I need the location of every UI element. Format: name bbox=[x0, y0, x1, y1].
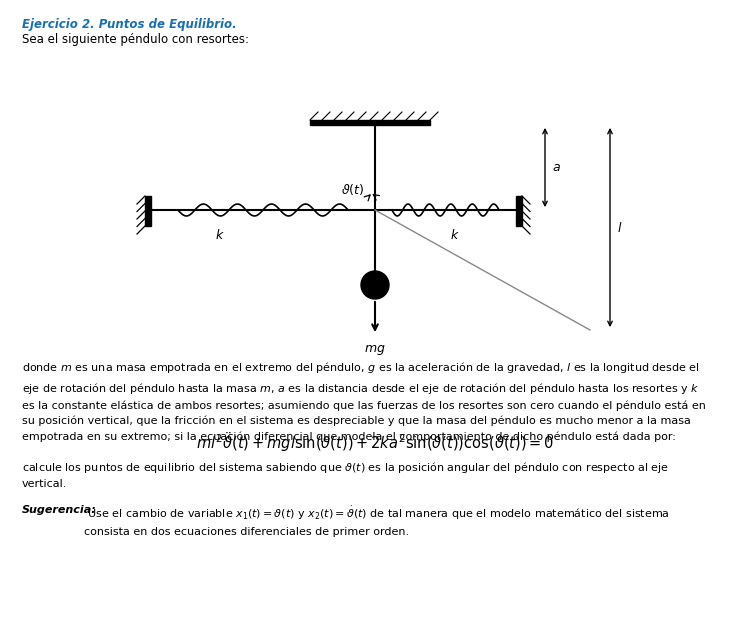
Text: calcule los puntos de equilibrio del sistema sabiendo que $\vartheta(t)$ es la p: calcule los puntos de equilibrio del sis… bbox=[22, 460, 669, 490]
Bar bbox=[310, 120, 430, 125]
Text: $k$: $k$ bbox=[216, 228, 225, 242]
Text: $ml^2\ddot{\vartheta}(t) + mgl\sin(\vartheta(t)) + 2ka^2\sin(\vartheta(t))\cos(\: $ml^2\ddot{\vartheta}(t) + mgl\sin(\vart… bbox=[196, 430, 555, 454]
Ellipse shape bbox=[361, 271, 389, 299]
Text: $mg$: $mg$ bbox=[364, 343, 386, 357]
Text: Sugerencia:: Sugerencia: bbox=[22, 505, 97, 515]
Bar bbox=[516, 196, 522, 226]
Text: Use el cambio de variable $x_1(t) = \vartheta(t)$ y $x_2(t) = \dot{\vartheta}(t): Use el cambio de variable $x_1(t) = \var… bbox=[84, 505, 670, 536]
Text: $\vartheta(t)$: $\vartheta(t)$ bbox=[342, 182, 365, 197]
Text: $a$: $a$ bbox=[552, 161, 561, 174]
Text: $l$: $l$ bbox=[617, 221, 623, 234]
Text: Sea el siguiente péndulo con resortes:: Sea el siguiente péndulo con resortes: bbox=[22, 33, 249, 46]
Text: $k$: $k$ bbox=[450, 228, 460, 242]
Text: donde $m$ es una masa empotrada en el extremo del péndulo, $g$ es la aceleración: donde $m$ es una masa empotrada en el ex… bbox=[22, 360, 706, 442]
Bar bbox=[145, 196, 151, 226]
Text: Ejercicio 2. Puntos de Equilibrio.: Ejercicio 2. Puntos de Equilibrio. bbox=[22, 18, 237, 31]
